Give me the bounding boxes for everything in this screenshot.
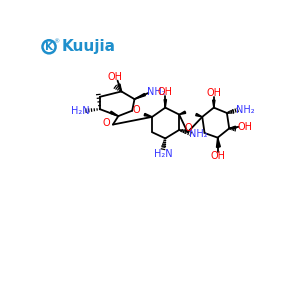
Text: OH: OH	[206, 88, 221, 98]
Text: OH: OH	[238, 122, 253, 132]
Polygon shape	[229, 126, 236, 128]
Text: OH: OH	[211, 151, 226, 161]
Polygon shape	[217, 138, 219, 147]
Polygon shape	[110, 111, 118, 116]
Polygon shape	[118, 84, 122, 92]
Polygon shape	[218, 138, 220, 147]
Text: O: O	[132, 105, 140, 115]
Polygon shape	[144, 113, 152, 117]
Text: H₂N: H₂N	[70, 106, 89, 116]
Text: OH: OH	[158, 87, 173, 97]
Polygon shape	[213, 100, 215, 108]
Text: H₂N: H₂N	[154, 149, 172, 159]
Text: ®: ®	[54, 39, 60, 44]
Text: O: O	[103, 118, 111, 128]
Polygon shape	[196, 113, 202, 117]
Polygon shape	[164, 100, 167, 108]
Text: Kuujia: Kuujia	[61, 39, 115, 54]
Text: OH: OH	[108, 72, 123, 82]
Text: O: O	[184, 123, 192, 134]
Text: NH₂: NH₂	[236, 105, 255, 115]
Polygon shape	[179, 111, 186, 115]
Polygon shape	[134, 94, 146, 99]
Text: NH₂: NH₂	[189, 129, 208, 139]
Text: K: K	[45, 42, 53, 52]
Text: NH₂: NH₂	[147, 87, 165, 97]
